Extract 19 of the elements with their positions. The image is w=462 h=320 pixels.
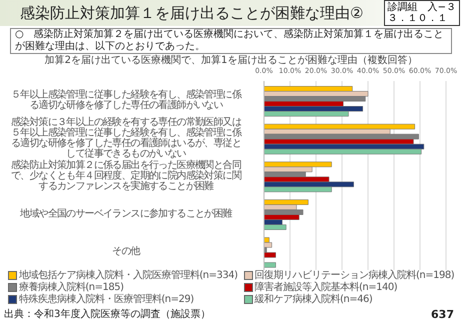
y-tick-label: 感染対策に３年以上の経験を有する専任の常勤医師又は５年以上感染管理に従事した経験を有し、感染管理に係る適切な研修を修了した専任の看護師はいるが、専従として従事できるものがいない xyxy=(10,115,242,159)
legend-label: 特殊疾患病棟入院料・医療管理料(n=29) xyxy=(18,294,195,305)
text: ３．１０．１ xyxy=(388,13,449,24)
source-note: 出典：令和3年度入院医療等の調査（施設票） xyxy=(4,308,210,320)
y-tick-label: その他 xyxy=(112,244,141,257)
text: ○ 感染防止対策加算２を届け出ている医療機関において、感染防止対策加算１を届け出ることが困難な理由は、以下のとおりであった。 xyxy=(10,28,452,54)
legend-label: 回復期リハビリテーション病棟入院料(n=198) xyxy=(254,270,454,281)
legend-label: 地域包括ケア病棟入院料・入院医療管理料(n=334) xyxy=(18,270,238,281)
chart-subtitle: 加算2を届け出ている医療機関で、加算1を届け出ることが困難な理由（複数回答） xyxy=(44,55,418,67)
legend-label: 療養病棟入院料(n=185) xyxy=(18,282,124,293)
legend-label: 緩和ケア病棟入院料(n=46) xyxy=(254,294,374,305)
y-tick-label: 地域や全国のサーベイランスに参加することが困難 xyxy=(19,206,233,219)
text: 診調組 入−３ xyxy=(388,2,456,13)
text: 637 xyxy=(431,308,454,320)
bar xyxy=(264,262,276,268)
chart-title: 感染防止対策加算１を届け出ることが困難な理由② xyxy=(20,4,364,22)
y-tick-label: ５年以上感染管理に従事した経験を有し、感染管理に係る適切な研修を修了した専任の看護師がいない xyxy=(10,88,242,111)
legend-label: 障害者施設等入院基本料(n=140) xyxy=(254,282,398,293)
y-tick-label: 感染防止対策加算２に係る届出を行った医療機関と合同で、少なくとも年４回程度、定期的に院内感染対策に関するカンファレンスを実施することが困難 xyxy=(10,158,242,192)
